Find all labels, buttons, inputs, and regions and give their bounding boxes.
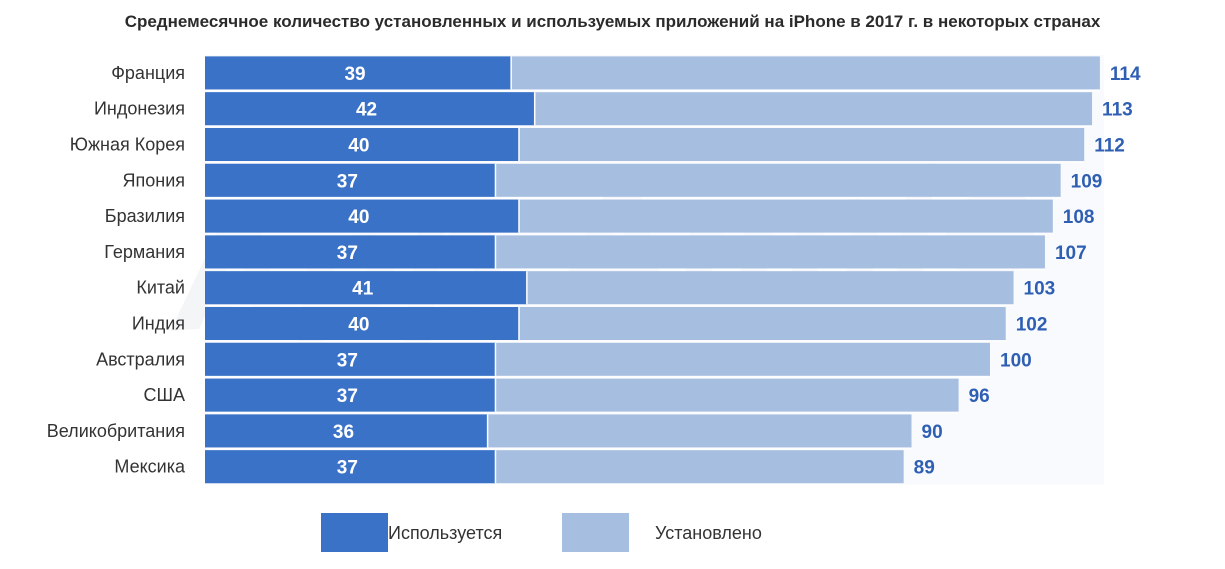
used-value-label: 36 [333,422,354,443]
installed-value-label: 113 [1102,100,1133,121]
used-value-label: 37 [337,243,358,264]
category-label: Бразилия [105,206,185,226]
legend-swatch-installed [562,513,629,552]
legend: Используется Установлено [321,513,762,552]
bar-used [205,235,496,269]
used-value-label: 37 [337,458,358,479]
used-value-label: 40 [348,207,369,228]
used-value-label: 40 [348,315,369,336]
bar-used [205,342,496,376]
installed-value-label: 108 [1063,207,1095,228]
installed-value-label: 114 [1110,64,1141,85]
bar-used [205,92,535,126]
bar-used [205,414,488,448]
installed-value-label: 109 [1071,171,1103,192]
category-label: Япония [123,170,186,190]
category-label: Индонезия [94,99,185,119]
bar-used [205,163,496,197]
used-value-label: 40 [348,136,369,157]
used-value-label: 37 [337,386,358,407]
used-value-label: 41 [352,279,374,300]
bar-used [205,271,527,305]
installed-value-label: 112 [1094,136,1125,157]
installed-value-label: 107 [1055,243,1087,264]
used-value-label: 39 [344,64,365,85]
category-label: Мексика [114,457,186,477]
installed-value-label: 96 [969,386,990,407]
legend-swatch-used [321,513,388,552]
category-label: Франция [111,63,185,83]
category-label: Китай [136,278,185,298]
category-label: США [143,385,185,405]
bar-used [205,56,512,90]
used-value-label: 42 [356,100,377,121]
bar-used [205,128,519,161]
category-label: Великобритания [47,421,185,441]
bar-used [205,450,496,484]
installed-value-label: 103 [1024,279,1056,300]
installed-value-label: 89 [914,458,935,479]
chart-title: Среднемесячное количество установленных … [124,12,1101,31]
used-value-label: 37 [337,171,358,192]
bar-used [205,199,519,233]
category-label: Индия [132,314,185,334]
installed-value-label: 100 [1000,350,1032,371]
category-label: Германия [104,242,185,262]
legend-label-used: Используется [388,523,502,543]
bar-used [205,378,496,412]
category-label: Южная Корея [70,135,185,155]
bar-used [205,307,519,340]
bars-layer: Франция 39 114 Индонезия 42 113 Южная Корея 40 1… [47,55,1141,486]
legend-label-installed: Установлено [655,523,762,543]
installed-value-label: 102 [1016,315,1048,336]
used-value-label: 37 [337,350,358,371]
installed-value-label: 90 [922,422,943,443]
category-label: Австралия [96,349,185,369]
